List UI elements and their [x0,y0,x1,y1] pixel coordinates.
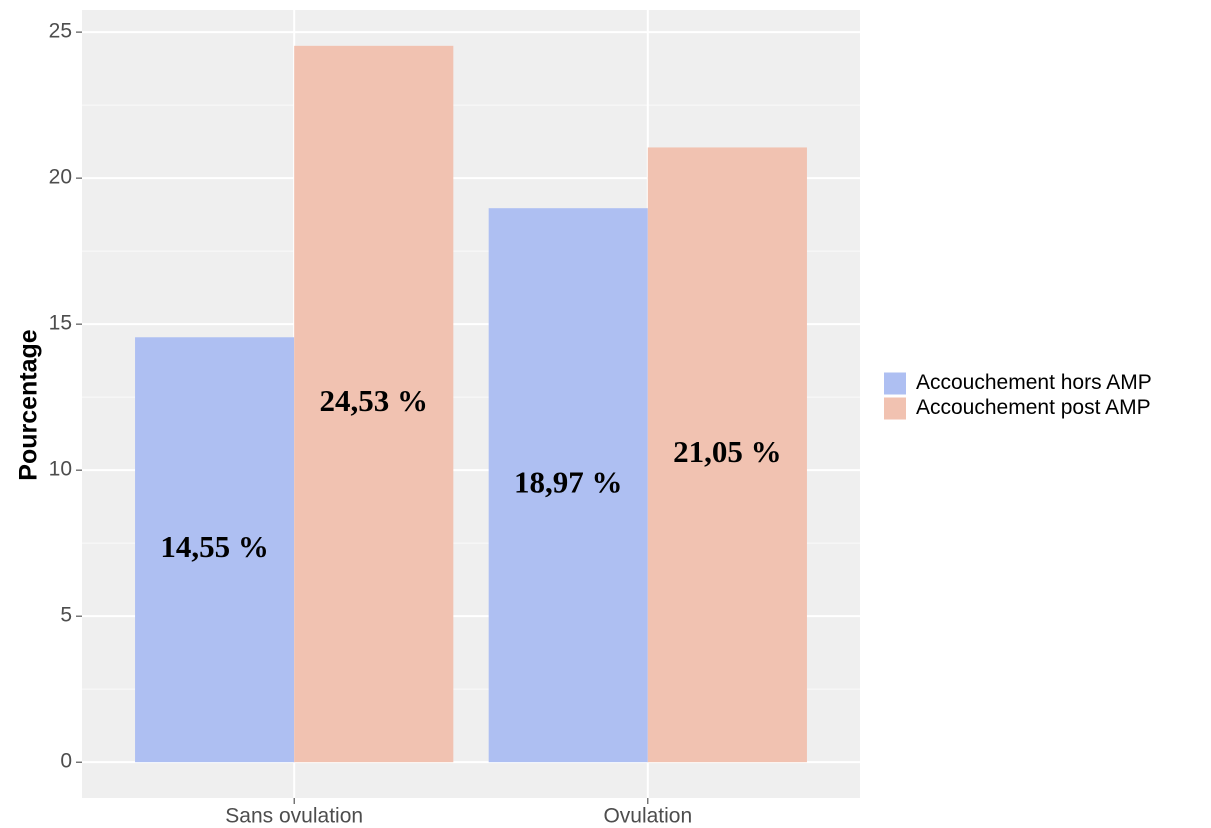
value-label: 24,53 % [320,383,429,418]
bar [135,337,295,763]
legend-label: Accouchement post AMP [916,396,1151,419]
legend-key [884,372,906,395]
y-tick-label: 5 [60,604,72,627]
y-tick-label: 0 [60,750,72,773]
legend-key [884,397,906,420]
y-tick-label: 15 [49,312,72,335]
y-tick-label: 20 [49,166,72,189]
y-tick-label: 10 [49,458,72,481]
x-tick-label: Ovulation [603,805,692,828]
value-label: 14,55 % [160,529,269,564]
value-label: 18,97 % [514,464,623,499]
bar [647,147,807,763]
bar [488,208,648,763]
value-label: 21,05 % [673,434,782,469]
legend-label: Accouchement hors AMP [916,371,1152,394]
bar [294,45,454,763]
y-tick-label: 25 [49,20,72,43]
x-tick-label: Sans ovulation [225,805,363,828]
y-axis-title: Pourcentage [15,329,43,481]
